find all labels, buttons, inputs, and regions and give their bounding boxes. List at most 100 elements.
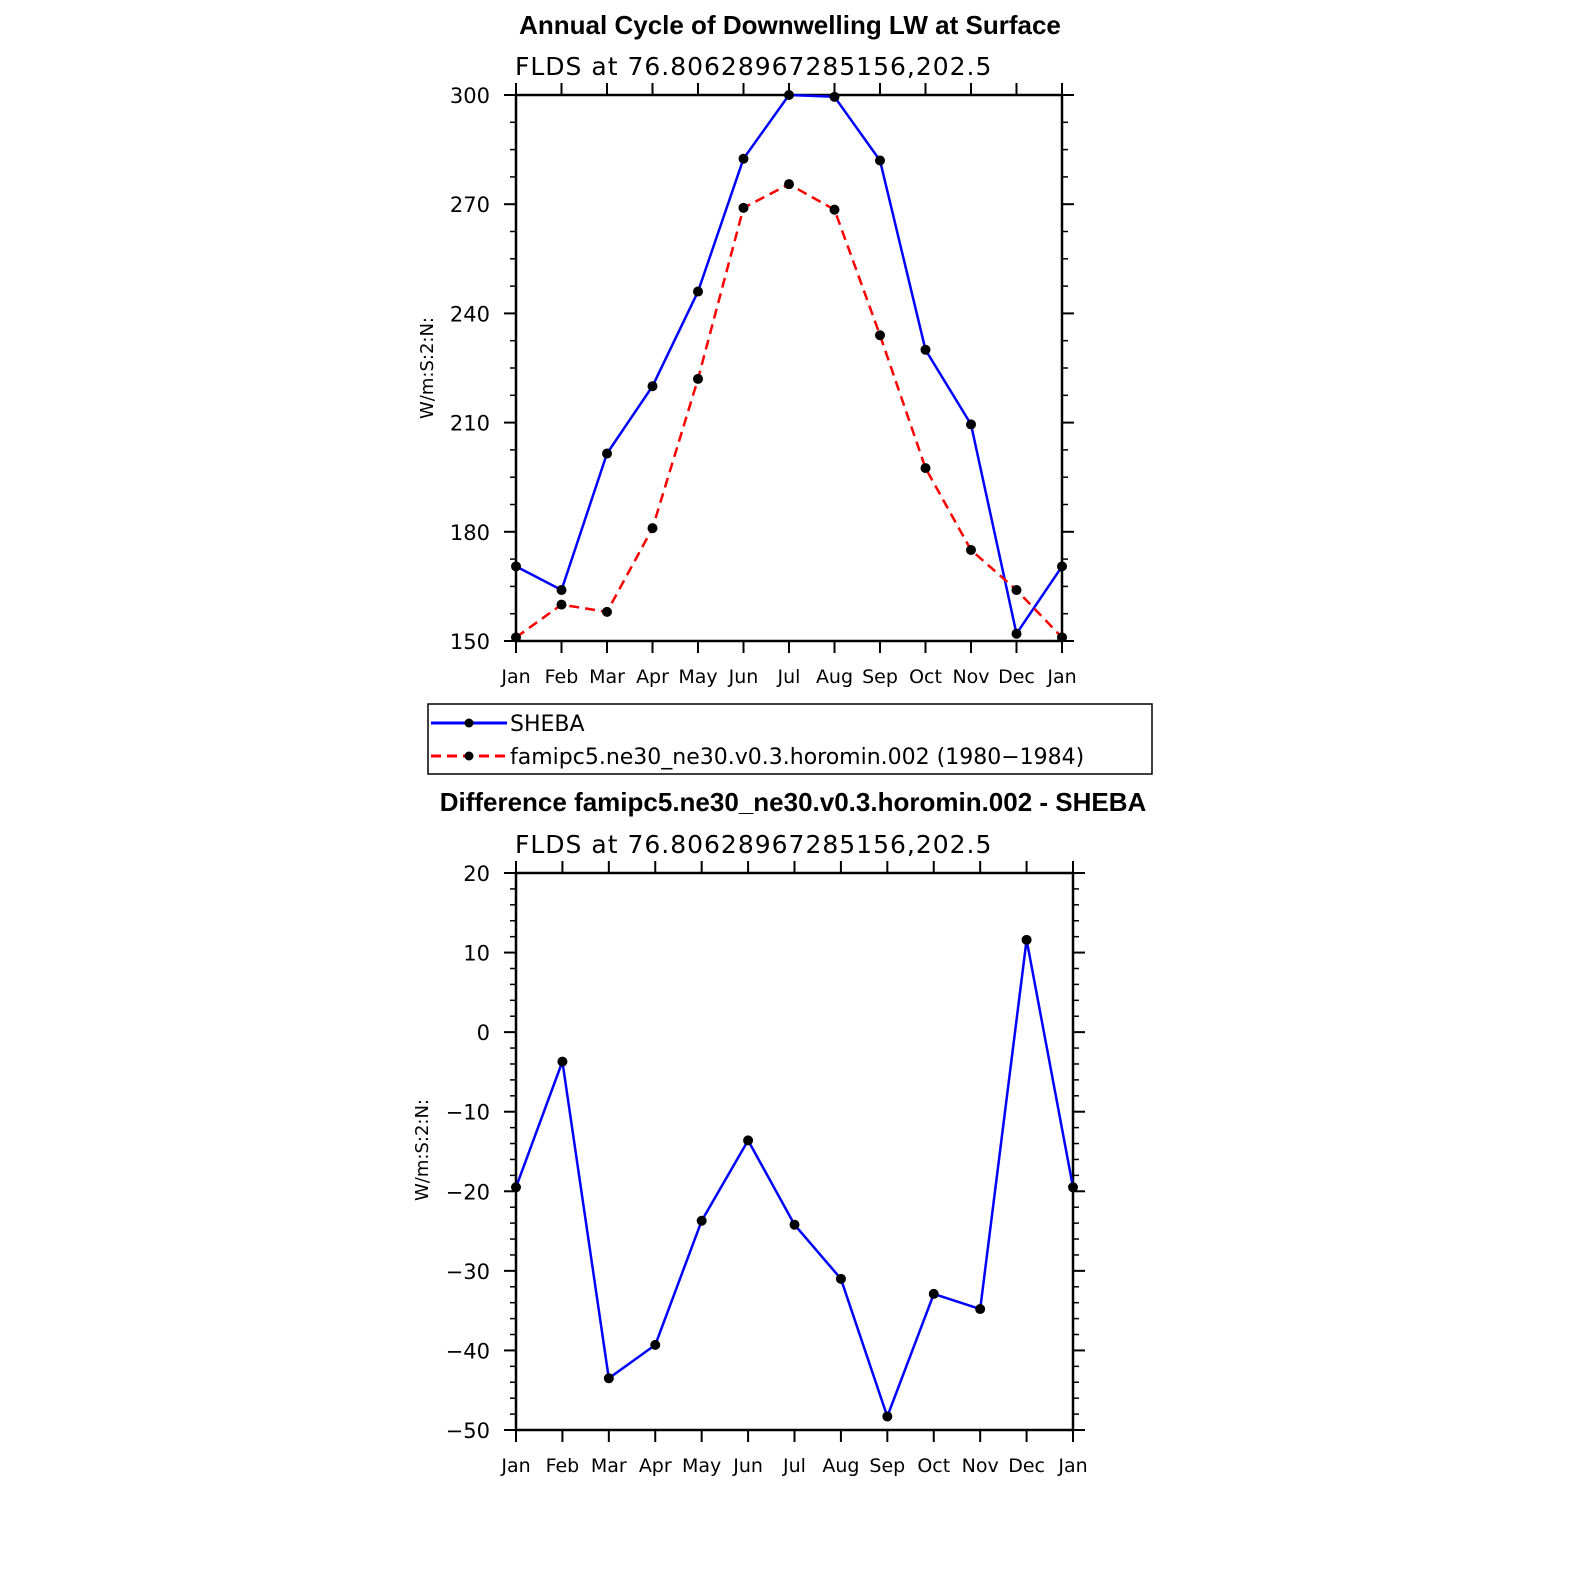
x-tick-label: Feb	[546, 1455, 580, 1477]
legend-label-sheba: SHEBA	[510, 712, 585, 737]
data-point	[1057, 632, 1067, 643]
data-point	[696, 1215, 707, 1226]
data-point	[511, 632, 521, 643]
plot-frame	[514, 871, 1075, 1432]
y-tick-label: −30	[446, 1260, 490, 1284]
data-point	[829, 91, 840, 102]
data-point	[602, 606, 612, 617]
data-point	[875, 155, 885, 166]
x-tick-label: Jun	[728, 666, 759, 688]
data-point	[975, 1304, 986, 1315]
data-point	[602, 448, 612, 459]
y-tick-label: 270	[450, 193, 490, 217]
x-tick-label: Sep	[869, 1455, 905, 1477]
y-tick-label: −50	[446, 1419, 490, 1443]
x-tick-label: Jun	[732, 1455, 763, 1477]
data-point	[829, 204, 840, 215]
x-tick-label: May	[682, 1455, 721, 1477]
legend-box	[427, 703, 1153, 775]
x-tick-label: Jan	[1046, 666, 1076, 688]
plot-marks	[511, 934, 1078, 1422]
x-tick-label: Apr	[636, 666, 669, 688]
data-point	[1011, 585, 1022, 596]
data-point	[928, 1288, 939, 1299]
data-point	[693, 286, 703, 297]
y-tick-label: −20	[446, 1180, 490, 1204]
data-point	[647, 523, 658, 534]
axes: 20 10 0 −10 −20 −30 −40 −50 Jan Feb Mar Apr May Jun Ju…	[446, 861, 1088, 1477]
y-axis-label: W/m:S:2:N:	[417, 317, 438, 419]
data-point	[650, 1339, 661, 1350]
chart-subtitle: FLDS at 76.80628967285156,202.5	[515, 830, 992, 859]
data-point	[784, 90, 794, 100]
data-point	[966, 419, 976, 430]
data-point	[738, 202, 749, 213]
y-tick-label: 240	[450, 302, 490, 326]
x-tick-label: Dec	[998, 666, 1035, 688]
data-point	[875, 330, 885, 341]
data-point	[1011, 628, 1022, 639]
x-tick-label: Jan	[500, 1455, 530, 1477]
x-tick-label: Nov	[952, 666, 989, 688]
legend-label-model: famipc5.ne30_ne30.v0.3.horomin.002 (1980…	[510, 745, 1084, 770]
series-line-0	[515, 93, 1064, 635]
data-point	[511, 1182, 521, 1193]
difference-chart: Difference famipc5.ne30_ne30.v0.3.horomi…	[412, 787, 1147, 1477]
axes: 150 180 210 240 270 300 Jan Feb Mar Apr May Jun Jul A…	[450, 83, 1077, 688]
data-point	[556, 599, 567, 610]
y-tick-label: −10	[446, 1101, 490, 1125]
x-tick-label: Sep	[862, 666, 898, 688]
series-line-1	[515, 182, 1063, 639]
y-tick-label: 0	[477, 1021, 490, 1045]
legend-marker-sheba	[464, 718, 474, 728]
data-point	[693, 373, 703, 384]
data-point	[603, 1373, 614, 1384]
x-tick-label: Mar	[589, 666, 625, 688]
legend-marker-model	[464, 751, 474, 761]
y-tick-label: 150	[450, 630, 490, 654]
y-tick-label: 180	[450, 521, 490, 545]
x-tick-label: Feb	[545, 666, 579, 688]
y-tick-label: 300	[450, 84, 490, 108]
chart-title: Annual Cycle of Downwelling LW at Surfac…	[519, 10, 1061, 40]
data-point	[1068, 1182, 1078, 1193]
x-tick-label: May	[678, 666, 717, 688]
data-point	[920, 463, 931, 474]
x-tick-label: Jan	[1057, 1455, 1087, 1477]
x-tick-label: Jul	[782, 1455, 806, 1477]
data-point	[789, 1219, 800, 1230]
data-point	[784, 179, 794, 190]
x-tick-label: Nov	[962, 1455, 999, 1477]
data-point	[882, 1411, 893, 1422]
x-tick-label: Mar	[591, 1455, 627, 1477]
x-tick-label: Oct	[917, 1455, 950, 1477]
legend: SHEBA famipc5.ne30_ne30.v0.3.horomin.002…	[427, 703, 1153, 775]
y-tick-label: 10	[463, 942, 490, 966]
data-point	[738, 153, 749, 164]
data-point	[1057, 561, 1067, 572]
data-point	[743, 1135, 754, 1146]
data-point	[920, 344, 931, 355]
chart-subtitle: FLDS at 76.80628967285156,202.5	[515, 52, 992, 81]
data-point	[511, 561, 521, 572]
y-tick-label: −40	[446, 1339, 490, 1363]
x-tick-label: Apr	[639, 1455, 672, 1477]
x-tick-label: Oct	[909, 666, 942, 688]
x-tick-label: Dec	[1008, 1455, 1045, 1477]
data-point	[1021, 934, 1032, 945]
x-tick-label: Aug	[816, 666, 853, 688]
data-point	[557, 1056, 568, 1067]
x-tick-label: Jul	[777, 666, 801, 688]
plot-marks	[511, 90, 1067, 643]
data-point	[835, 1273, 846, 1284]
series-line-0	[514, 938, 1075, 1418]
annual-cycle-chart: Annual Cycle of Downwelling LW at Surfac…	[417, 10, 1077, 688]
chart-title: Difference famipc5.ne30_ne30.v0.3.horomi…	[440, 787, 1147, 817]
data-point	[647, 381, 658, 392]
y-tick-label: 20	[463, 862, 490, 886]
data-point	[556, 585, 567, 596]
y-tick-label: 210	[450, 412, 490, 436]
x-tick-label: Aug	[822, 1455, 859, 1477]
x-tick-label: Jan	[500, 666, 530, 688]
